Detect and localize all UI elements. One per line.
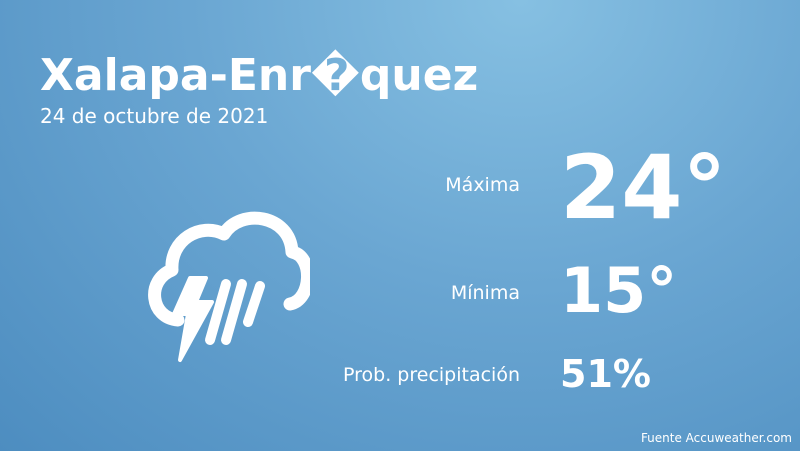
stat-value: 15°	[560, 254, 678, 327]
stat-label: Prob. precipitación	[343, 364, 520, 386]
stat-label: Mínima	[450, 282, 520, 304]
source: Fuente Accuweather.com	[640, 431, 792, 445]
weather-icon	[148, 211, 310, 362]
stat-value: 24°	[560, 136, 727, 239]
stat-label: Máxima	[445, 174, 520, 196]
city-title: Xalapa-Enr�quez	[40, 50, 479, 101]
date: 24 de octubre de 2021	[40, 104, 269, 128]
stat-value: 51%	[560, 352, 651, 396]
